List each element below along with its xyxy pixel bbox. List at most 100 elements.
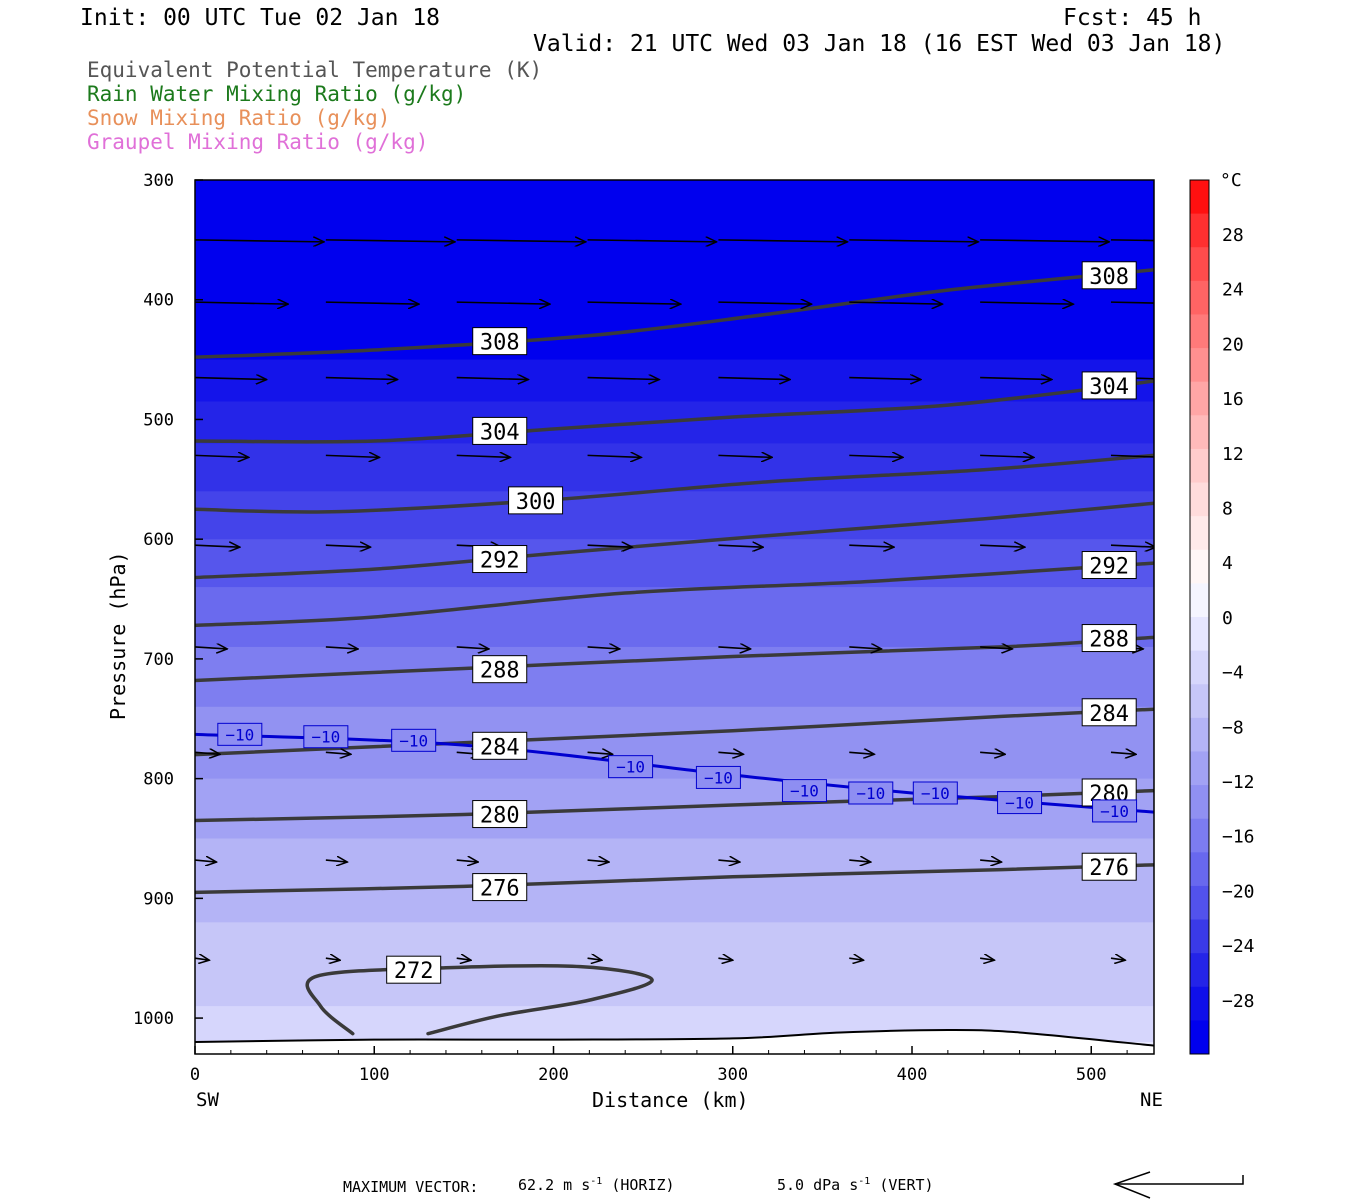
theta-e-label-text: 308 <box>480 331 520 356</box>
theta-e-label: 292 <box>1081 551 1137 580</box>
y-tick-label: 400 <box>143 291 174 311</box>
wind-arrow <box>325 302 419 304</box>
x-tick-label: 500 <box>1076 1065 1107 1085</box>
y-tick-label: 300 <box>143 171 174 191</box>
theta-e-label: 276 <box>1081 852 1137 881</box>
isotherm-label: −10 <box>1092 799 1138 823</box>
wind-arrow <box>849 455 903 457</box>
theta-e-line <box>195 379 1154 444</box>
wind-arrow <box>980 545 1025 547</box>
wind-arrow <box>587 378 660 380</box>
wind-arrow <box>849 647 881 649</box>
isotherm-label: −10 <box>608 755 654 779</box>
terrain-fill <box>195 1030 1154 1054</box>
wind-arrow <box>456 455 511 457</box>
colorbar-tick-label: 24 <box>1222 280 1244 301</box>
wind-arrow <box>456 860 479 862</box>
wind-arrow <box>849 860 871 862</box>
theta-e-label-text: 276 <box>1089 856 1129 881</box>
theta-e-label: 300 <box>508 486 564 515</box>
theta-e-label-box <box>386 955 442 984</box>
isotherm-label: −10 <box>391 728 437 752</box>
theta-e-label-box <box>1081 624 1137 653</box>
theta-e-line <box>305 963 654 1036</box>
colorbar-tick-label: 8 <box>1222 499 1233 520</box>
wind-arrow <box>195 545 240 547</box>
isotherm-label-text: −10 <box>856 784 885 803</box>
theta-e-line <box>195 268 1154 359</box>
theta-e-contours <box>195 268 1154 1036</box>
isotherm-label-text: −10 <box>225 725 254 744</box>
theta-e-label-box <box>1081 261 1137 290</box>
theta-e-label: 276 <box>472 873 528 902</box>
theta-e-label-box <box>472 327 528 356</box>
colorbar-tick-label: 4 <box>1222 553 1233 574</box>
wind-arrow <box>718 958 732 960</box>
colorbar-tick-label: −12 <box>1222 772 1255 793</box>
wind-arrow <box>587 860 610 862</box>
wind-arrow <box>325 647 358 649</box>
wind-arrow <box>980 240 1109 242</box>
theta-e-label-text: 292 <box>1089 555 1129 580</box>
y-axis-label: Pressure (hPa) <box>106 551 130 720</box>
theta-e-label-text: 304 <box>1089 375 1129 400</box>
wind-arrow <box>980 378 1052 380</box>
wind-arrow <box>980 455 1034 457</box>
y-tick-label: 600 <box>143 530 174 550</box>
wind-arrow <box>1110 301 1154 304</box>
isotherm-label-box <box>848 781 894 805</box>
theta-e-label-text: 284 <box>480 735 520 760</box>
wind-arrow <box>325 378 398 380</box>
wind-arrow <box>980 302 1073 304</box>
theta-e-label: 288 <box>472 655 528 684</box>
isotherm-label-box <box>695 765 741 789</box>
max-horiz-vector: 62.2 m s-1 (HORIZ) <box>518 1176 675 1194</box>
colorbar-swatch <box>1190 482 1209 517</box>
colorbar-tick-label: −24 <box>1222 936 1255 957</box>
x-tick-label: 300 <box>717 1065 748 1085</box>
isotherm-label: −10 <box>695 765 741 789</box>
colorbar-swatch <box>1190 986 1209 1021</box>
wind-arrow <box>456 647 489 649</box>
colorbar-swatch <box>1190 684 1209 719</box>
y-tick-label: 700 <box>143 650 174 670</box>
theta-e-label-text: 308 <box>1089 265 1129 290</box>
colorbar: 28 24 20 16 12 8 4 0 −4 −8 −12 −16 −20 −24 −28 <box>1189 179 1255 1055</box>
y-tick-label: 800 <box>143 770 174 790</box>
temp-band <box>195 359 1154 402</box>
isotherm-label-box <box>303 725 349 749</box>
wind-arrow <box>849 958 863 960</box>
wind-arrow <box>718 752 743 754</box>
wind-arrow <box>325 545 371 547</box>
wind-arrow <box>325 860 348 862</box>
terrain-line <box>195 1029 1154 1047</box>
theta-e-line <box>195 863 1154 895</box>
theta-e-label: 292 <box>472 545 528 574</box>
colorbar-swatch <box>1190 650 1209 685</box>
theta-e-line <box>195 561 1154 628</box>
temp-band <box>195 180 1154 361</box>
x-left-direction: SW <box>196 1089 219 1111</box>
wind-arrow <box>1110 545 1154 547</box>
colorbar-swatch <box>1190 751 1209 786</box>
reference-arrow <box>1112 1171 1244 1199</box>
theta-e-label-text: 300 <box>516 490 556 515</box>
isotherm-label-box <box>217 722 263 746</box>
wind-arrow <box>587 302 681 304</box>
x-tick-label: 0 <box>190 1065 200 1085</box>
theta-e-line <box>195 635 1154 683</box>
colorbar-swatch <box>1190 314 1209 349</box>
theta-e-label-text: 288 <box>1089 628 1129 653</box>
wind-arrow <box>195 378 267 380</box>
wind-arrow <box>718 455 772 457</box>
isotherm-label-box <box>391 728 437 752</box>
theta-e-line <box>195 453 1154 514</box>
colorbar-tick-label: 16 <box>1222 389 1244 410</box>
wind-arrow <box>980 958 994 960</box>
x-tick-label: 200 <box>538 1065 569 1085</box>
temp-band <box>195 587 1154 648</box>
colorbar-swatch <box>1190 953 1209 988</box>
wind-arrow <box>587 752 613 754</box>
wind-arrow <box>456 302 550 304</box>
